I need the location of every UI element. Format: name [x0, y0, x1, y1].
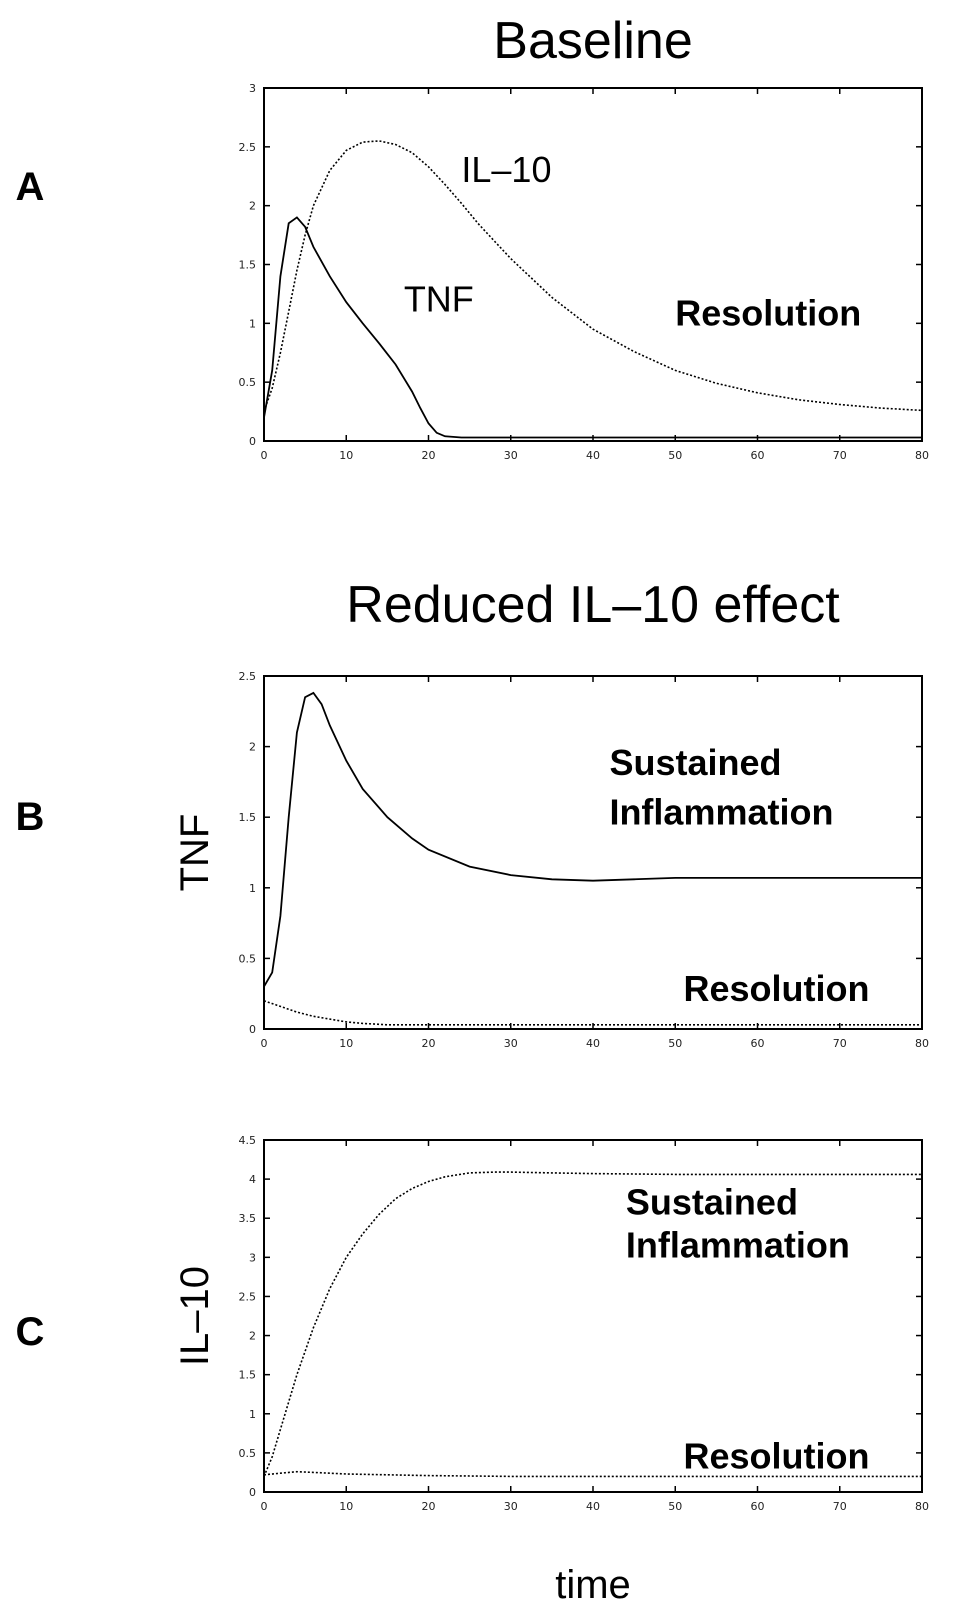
y-axis-label-B: TNF	[173, 814, 217, 892]
x-tick-label-C: 70	[833, 1500, 847, 1513]
x-tick-label-C: 80	[915, 1500, 929, 1513]
y-tick-label-B: 2.5	[239, 670, 257, 683]
series-line-A-1	[263, 216, 922, 439]
x-tick-label-C: 0	[261, 1500, 268, 1513]
y-tick-label-C: 1	[249, 1408, 256, 1421]
panel-label-B: B	[16, 795, 45, 839]
y-tick-label-A: 0.5	[239, 376, 257, 389]
x-tick-label-A: 0	[261, 449, 268, 462]
y-tick-label-C: 1.5	[239, 1369, 257, 1382]
x-tick-label-A: 30	[504, 449, 518, 462]
y-tick-label-A: 1.5	[239, 259, 257, 272]
x-tick-label-C: 30	[504, 1500, 518, 1513]
series-line-A-0	[263, 140, 923, 412]
y-tick-label-A: 3	[249, 82, 256, 95]
series-line-C-1	[263, 1470, 922, 1478]
y-tick-label-C: 0	[249, 1486, 256, 1499]
chart-title-A: Baseline	[493, 12, 692, 70]
y-tick-label-B: 2	[249, 741, 256, 754]
x-tick-label-A: 50	[668, 449, 682, 462]
x-tick-label-C: 60	[751, 1500, 765, 1513]
annotation-C-1: Inflammation	[626, 1224, 850, 1265]
y-tick-label-B: 0	[249, 1023, 256, 1036]
y-tick-label-B: 1.5	[239, 811, 257, 824]
series-line-B-0	[263, 691, 922, 988]
x-tick-label-A: 10	[339, 449, 353, 462]
x-tick-label-A: 40	[586, 449, 600, 462]
annotation-C-2: Resolution	[683, 1436, 869, 1477]
y-tick-label-C: 4.5	[239, 1134, 257, 1147]
y-tick-label-C: 3.5	[239, 1212, 257, 1225]
x-tick-label-C: 50	[668, 1500, 682, 1513]
x-tick-label-B: 20	[422, 1037, 436, 1050]
series-line-B-1	[263, 1000, 922, 1026]
panel-label-A: A	[16, 165, 45, 209]
x-tick-label-A: 20	[422, 449, 436, 462]
panel-label-C: C	[16, 1310, 45, 1354]
annotation-B-0: Sustained	[609, 742, 781, 783]
x-tick-label-B: 0	[261, 1037, 268, 1050]
y-tick-label-C: 0.5	[239, 1447, 257, 1460]
y-tick-label-C: 2	[249, 1330, 256, 1343]
x-tick-label-A: 80	[915, 449, 929, 462]
annotation-A-2: Resolution	[675, 293, 861, 334]
x-tick-label-B: 50	[668, 1037, 682, 1050]
annotation-B-2: Resolution	[683, 968, 869, 1009]
y-tick-label-C: 4	[249, 1173, 256, 1186]
x-tick-label-C: 10	[339, 1500, 353, 1513]
x-tick-label-B: 80	[915, 1037, 929, 1050]
annotation-B-1: Inflammation	[609, 791, 833, 832]
x-tick-label-C: 20	[422, 1500, 436, 1513]
x-tick-label-B: 70	[833, 1037, 847, 1050]
y-tick-label-B: 0.5	[239, 952, 257, 965]
y-tick-label-C: 2.5	[239, 1290, 257, 1303]
y-axis-label-C: IL–10	[173, 1266, 217, 1366]
y-tick-label-A: 2.5	[239, 141, 257, 154]
y-tick-label-C: 3	[249, 1251, 256, 1264]
x-tick-label-B: 30	[504, 1037, 518, 1050]
y-tick-label-B: 1	[249, 882, 256, 895]
x-axis-label-C: time	[555, 1563, 631, 1607]
x-tick-label-B: 40	[586, 1037, 600, 1050]
annotation-A-0: IL–10	[461, 149, 551, 190]
series-line-C-0	[263, 1171, 922, 1477]
y-tick-label-A: 2	[249, 200, 256, 213]
chart-title-B: Reduced IL–10 effect	[346, 576, 840, 634]
y-tick-label-A: 1	[249, 317, 256, 330]
y-tick-label-A: 0	[249, 435, 256, 448]
plot-frame-A	[263, 87, 923, 442]
x-tick-label-B: 60	[751, 1037, 765, 1050]
x-tick-label-B: 10	[339, 1037, 353, 1050]
annotation-C-0: Sustained	[626, 1181, 798, 1222]
x-tick-label-C: 40	[586, 1500, 600, 1513]
x-tick-label-A: 70	[833, 449, 847, 462]
x-tick-label-A: 60	[751, 449, 765, 462]
annotation-A-1: TNF	[404, 279, 474, 320]
